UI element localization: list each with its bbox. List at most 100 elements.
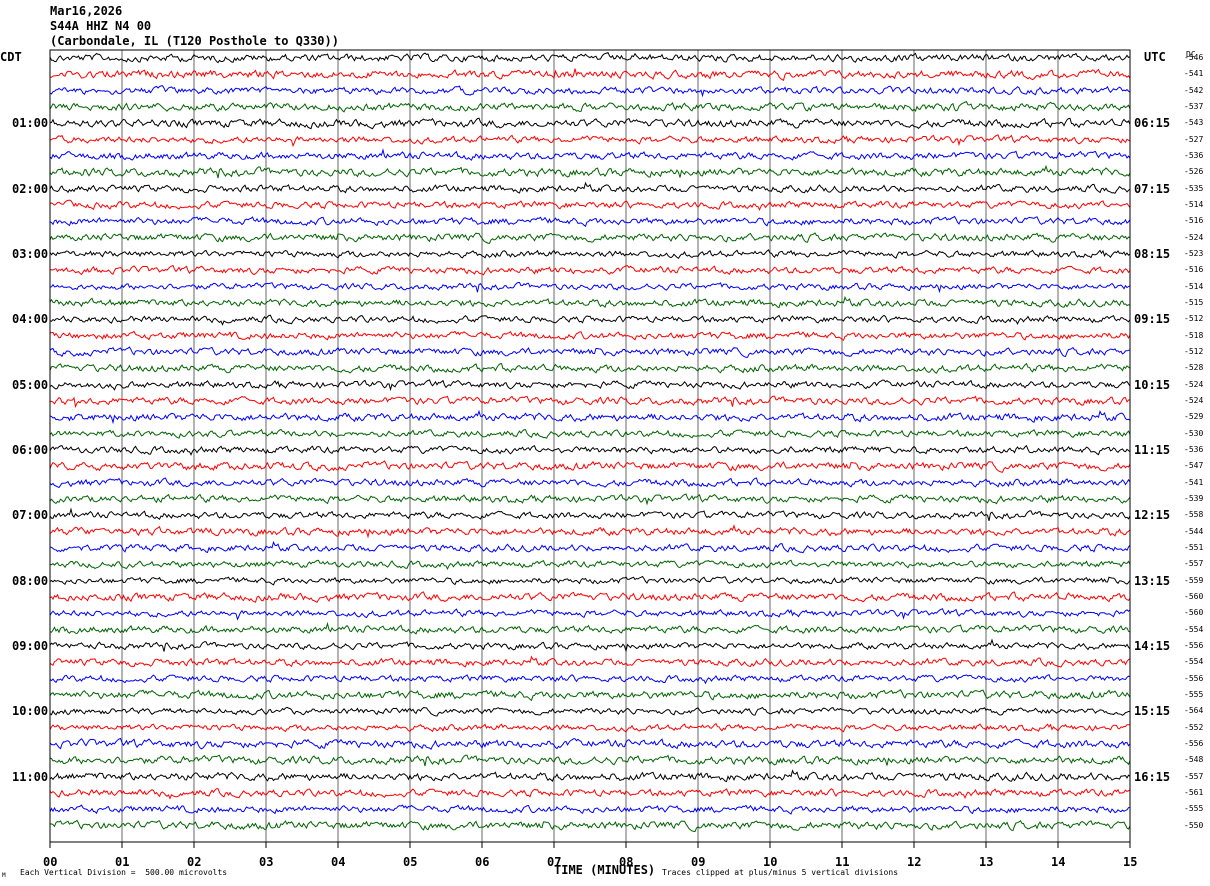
dc-offset-label: -554 xyxy=(1184,624,1204,634)
trace-row-24 xyxy=(49,428,1131,439)
x-tick-label: 11 xyxy=(835,855,850,869)
x-tick-label: 06 xyxy=(475,855,490,869)
left-hour-label: 10:00 xyxy=(12,704,49,719)
dc-offset-label: -561 xyxy=(1184,788,1204,797)
trace-row-38 xyxy=(49,655,1131,668)
right-timezone-label: UTC xyxy=(1144,50,1166,64)
x-tick-label: 14 xyxy=(1051,855,1066,869)
trace-row-23 xyxy=(49,409,1131,425)
trace-row-8 xyxy=(49,164,1131,179)
dc-header: DC xyxy=(1186,50,1196,59)
x-tick-label: 03 xyxy=(259,855,274,869)
dc-offset-label: -544 xyxy=(1184,526,1204,536)
x-tick-label: 10 xyxy=(763,855,778,869)
left-hour-label: 09:00 xyxy=(12,639,49,653)
right-hour-label: 12:15 xyxy=(1134,508,1171,523)
dc-offset-label: -528 xyxy=(1184,363,1204,373)
trace-row-43 xyxy=(49,737,1131,750)
trace-row-21 xyxy=(49,379,1131,392)
header-date: Mar16,2026 xyxy=(50,4,123,18)
trace-row-20 xyxy=(49,362,1131,374)
trace-row-12 xyxy=(49,232,1131,244)
trace-row-25 xyxy=(49,444,1131,456)
trace-row-40 xyxy=(49,688,1131,702)
left-hour-label: 05:00 xyxy=(12,377,49,392)
right-hour-label: 11:15 xyxy=(1134,443,1171,457)
header-location: (Carbondale, IL (T120 Posthole to Q330)) xyxy=(50,34,339,48)
dc-offset-label: -514 xyxy=(1184,200,1204,209)
dc-offset-label: -559 xyxy=(1184,575,1204,585)
trace-row-13 xyxy=(49,249,1131,259)
dc-offset-label: -560 xyxy=(1184,608,1204,618)
trace-row-48 xyxy=(49,819,1131,833)
trace-row-41 xyxy=(49,706,1131,717)
dc-offset-label: -535 xyxy=(1184,183,1204,193)
plot-border xyxy=(49,49,1131,843)
trace-row-11 xyxy=(49,215,1131,227)
trace-row-1 xyxy=(49,51,1131,64)
dc-offset-label: -555 xyxy=(1184,690,1204,699)
trace-row-7 xyxy=(49,148,1131,161)
dc-offset-label: -518 xyxy=(1184,330,1204,340)
trace-row-39 xyxy=(49,674,1131,685)
x-tick-label: 04 xyxy=(331,855,346,869)
dc-offset-label: -556 xyxy=(1184,673,1204,683)
dc-offset-label: -557 xyxy=(1184,771,1204,781)
dc-offset-label: -550 xyxy=(1184,820,1204,830)
left-hour-label: 01:00 xyxy=(12,116,49,131)
dc-offset-label: -546 xyxy=(1184,53,1204,62)
trace-rows xyxy=(49,51,1131,833)
left-hour-label: 07:00 xyxy=(12,508,49,523)
clip-note: Traces clipped at plus/minus 5 vertical … xyxy=(662,868,899,877)
left-hour-label: 02:00 xyxy=(12,181,49,196)
dc-offset-label: -555 xyxy=(1184,804,1204,814)
dc-offset-label: -536 xyxy=(1184,151,1204,160)
right-hour-label: 14:15 xyxy=(1134,639,1171,653)
trace-row-17 xyxy=(49,314,1131,326)
x-tick-label: 07 xyxy=(547,855,562,869)
trace-row-46 xyxy=(49,788,1131,800)
trace-row-5 xyxy=(49,117,1131,130)
trace-row-15 xyxy=(49,282,1131,294)
dc-offset-label: -542 xyxy=(1184,85,1204,95)
dc-offset-label: -543 xyxy=(1184,118,1204,128)
dc-offset-label: -526 xyxy=(1184,167,1204,177)
dc-offset-label: -516 xyxy=(1184,216,1204,226)
dc-offset-label: -539 xyxy=(1184,494,1204,503)
x-tick-label: 12 xyxy=(907,855,922,869)
trace-row-14 xyxy=(49,264,1131,276)
right-hour-label: 06:15 xyxy=(1134,116,1171,131)
dc-offset-label: -556 xyxy=(1184,739,1204,748)
trace-row-22 xyxy=(49,395,1131,409)
dc-offset-label: -558 xyxy=(1184,510,1204,520)
left-hour-label: 11:00 xyxy=(12,769,49,784)
trace-row-10 xyxy=(49,199,1131,211)
left-hour-label: 04:00 xyxy=(12,312,49,327)
trace-row-33 xyxy=(49,575,1131,586)
dc-offset-label: -523 xyxy=(1184,249,1204,258)
left-hour-label: 08:00 xyxy=(12,573,49,588)
dc-offset-label: -529 xyxy=(1184,412,1204,422)
trace-row-42 xyxy=(49,722,1130,733)
x-tick-label: 15 xyxy=(1123,855,1138,869)
dc-offset-label: -512 xyxy=(1184,347,1204,356)
trace-row-30 xyxy=(49,524,1131,539)
dc-offset-label: -512 xyxy=(1184,314,1204,324)
x-tick-label: 08 xyxy=(619,855,634,869)
right-hour-label: 09:15 xyxy=(1134,312,1171,327)
dc-offset-label: -524 xyxy=(1184,379,1204,389)
x-axis-ticks xyxy=(49,842,1131,848)
x-axis-title: TIME (MINUTES) xyxy=(554,863,656,877)
right-hour-label: 07:15 xyxy=(1134,181,1171,196)
right-hour-label: 08:15 xyxy=(1134,247,1171,261)
dc-offset-label: -527 xyxy=(1184,134,1204,144)
trace-row-2 xyxy=(49,68,1131,82)
trace-row-19 xyxy=(49,346,1131,358)
dc-offset-label: -564 xyxy=(1184,706,1204,716)
x-tick-label: 01 xyxy=(115,855,130,869)
dc-offset-label: -547 xyxy=(1184,461,1204,471)
x-tick-label: 02 xyxy=(187,855,202,869)
dc-offset-label: -556 xyxy=(1184,641,1204,650)
trace-row-35 xyxy=(49,608,1131,621)
right-hour-label: 15:15 xyxy=(1134,704,1171,719)
